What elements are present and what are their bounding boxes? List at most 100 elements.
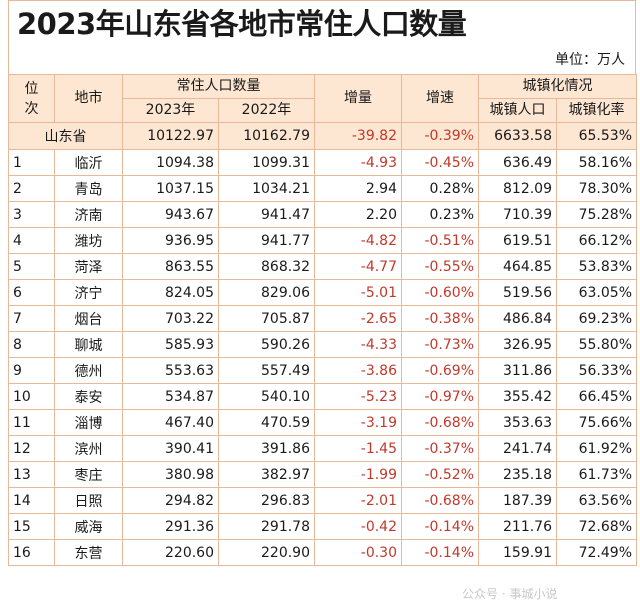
cell-city: 临沂 — [54, 149, 123, 176]
cell-city: 泰安 — [54, 383, 123, 410]
cell-growth: -0.38% — [401, 305, 479, 332]
cell-increase: 2.20 — [314, 201, 402, 228]
cell-rank: 6 — [8, 279, 55, 306]
cell-rank: 8 — [8, 331, 55, 358]
cell-city: 济南 — [54, 201, 123, 228]
cell-pop-2022: 941.47 — [218, 201, 315, 228]
cell-pop-2023: 291.36 — [122, 513, 219, 540]
table-row: 1 临沂 1094.38 1099.31 -4.93 -0.45% 636.49 58.16% — [8, 149, 637, 176]
cell-increase: -4.82 — [314, 227, 402, 254]
cell-increase: -2.01 — [314, 487, 402, 514]
cell-pop-2022: 829.06 — [218, 279, 315, 306]
cell-increase: -4.33 — [314, 331, 402, 358]
cell-urban-rate: 75.28% — [556, 201, 637, 228]
cell-rank: 9 — [8, 357, 55, 384]
cell-increase: 2.94 — [314, 175, 402, 202]
cell-rank: 3 — [8, 201, 55, 228]
cell-urban-rate: 63.05% — [556, 279, 637, 306]
cell-pop-2022: 941.77 — [218, 227, 315, 254]
table-row: 7 烟台 703.22 705.87 -2.65 -0.38% 486.84 69.23% — [8, 305, 637, 332]
cell-urban-pop: 235.18 — [478, 461, 557, 488]
province-urban-pop: 6633.58 — [478, 122, 557, 150]
cell-rank: 11 — [8, 409, 55, 436]
header-rank: 位次 — [8, 74, 55, 123]
cell-growth: -0.14% — [401, 513, 479, 540]
cell-increase: -3.86 — [314, 357, 402, 384]
cell-growth: -0.55% — [401, 253, 479, 280]
header-year-2023: 2023年 — [122, 98, 219, 123]
city-rows: 1 临沂 1094.38 1099.31 -4.93 -0.45% 636.49 58.16%… — [8, 149, 637, 566]
cell-pop-2022: 220.90 — [218, 539, 315, 566]
cell-urban-pop: 187.39 — [478, 487, 557, 514]
cell-rank: 15 — [8, 513, 55, 540]
header-city: 地市 — [54, 74, 123, 123]
header-growth-rate: 增速 — [401, 74, 479, 123]
cell-increase: -5.01 — [314, 279, 402, 306]
cell-pop-2023: 534.87 — [122, 383, 219, 410]
cell-pop-2022: 557.49 — [218, 357, 315, 384]
cell-pop-2022: 391.86 — [218, 435, 315, 462]
cell-pop-2022: 705.87 — [218, 305, 315, 332]
province-urban-rate: 65.53% — [556, 122, 637, 150]
cell-growth: -0.68% — [401, 487, 479, 514]
cell-city: 德州 — [54, 357, 123, 384]
unit-label: 单位：万人 — [8, 46, 636, 74]
province-growth: -0.39% — [401, 122, 479, 150]
cell-urban-rate: 61.92% — [556, 435, 637, 462]
cell-pop-2022: 590.26 — [218, 331, 315, 358]
province-name: 山东省 — [8, 122, 123, 150]
table-row: 10 泰安 534.87 540.10 -5.23 -0.97% 355.42 66.45% — [8, 383, 637, 410]
cell-pop-2023: 467.40 — [122, 409, 219, 436]
cell-rank: 2 — [8, 175, 55, 202]
cell-urban-rate: 66.45% — [556, 383, 637, 410]
cell-urban-rate: 75.66% — [556, 409, 637, 436]
cell-pop-2023: 553.63 — [122, 357, 219, 384]
cell-pop-2022: 540.10 — [218, 383, 315, 410]
cell-increase: -0.30 — [314, 539, 402, 566]
cell-increase: -3.19 — [314, 409, 402, 436]
cell-urban-rate: 61.73% — [556, 461, 637, 488]
cell-rank: 12 — [8, 435, 55, 462]
header-year-2022: 2022年 — [218, 98, 315, 123]
cell-city: 淄博 — [54, 409, 123, 436]
table-row: 8 聊城 585.93 590.26 -4.33 -0.73% 326.95 55.80% — [8, 331, 637, 358]
cell-pop-2022: 382.97 — [218, 461, 315, 488]
cell-increase: -1.45 — [314, 435, 402, 462]
cell-pop-2022: 470.59 — [218, 409, 315, 436]
cell-city: 青岛 — [54, 175, 123, 202]
cell-pop-2022: 1034.21 — [218, 175, 315, 202]
cell-pop-2023: 390.41 — [122, 435, 219, 462]
cell-rank: 16 — [8, 539, 55, 566]
table-row: 2 青岛 1037.15 1034.21 2.94 0.28% 812.09 78.30% — [8, 175, 637, 202]
cell-pop-2022: 868.32 — [218, 253, 315, 280]
header-urbanization-rate: 城镇化率 — [556, 98, 637, 123]
cell-growth: -0.60% — [401, 279, 479, 306]
cell-urban-rate: 66.12% — [556, 227, 637, 254]
cell-urban-pop: 710.39 — [478, 201, 557, 228]
cell-pop-2022: 296.83 — [218, 487, 315, 514]
cell-pop-2023: 936.95 — [122, 227, 219, 254]
cell-growth: -0.68% — [401, 409, 479, 436]
cell-urban-rate: 72.68% — [556, 513, 637, 540]
table-row: 13 枣庄 380.98 382.97 -1.99 -0.52% 235.18 61.73% — [8, 461, 637, 488]
cell-urban-rate: 72.49% — [556, 539, 637, 566]
cell-pop-2023: 585.93 — [122, 331, 219, 358]
cell-growth: -0.69% — [401, 357, 479, 384]
cell-urban-pop: 812.09 — [478, 175, 557, 202]
table-row: 4 潍坊 936.95 941.77 -4.82 -0.51% 619.51 66.12% — [8, 227, 637, 254]
cell-pop-2023: 703.22 — [122, 305, 219, 332]
cell-growth: -0.51% — [401, 227, 479, 254]
table-row: 6 济宁 824.05 829.06 -5.01 -0.60% 519.56 63.05% — [8, 279, 637, 306]
cell-urban-rate: 58.16% — [556, 149, 637, 176]
cell-increase: -5.23 — [314, 383, 402, 410]
cell-urban-pop: 353.63 — [478, 409, 557, 436]
cell-urban-pop: 519.56 — [478, 279, 557, 306]
table-row: 5 菏泽 863.55 868.32 -4.77 -0.55% 464.85 53.83% — [8, 253, 637, 280]
page-title: 2023年山东省各地市常住人口数量 — [8, 0, 636, 46]
cell-pop-2023: 380.98 — [122, 461, 219, 488]
cell-increase: -4.77 — [314, 253, 402, 280]
table-row: 3 济南 943.67 941.47 2.20 0.23% 710.39 75.28% — [8, 201, 637, 228]
cell-urban-pop: 159.91 — [478, 539, 557, 566]
cell-city: 聊城 — [54, 331, 123, 358]
cell-city: 烟台 — [54, 305, 123, 332]
